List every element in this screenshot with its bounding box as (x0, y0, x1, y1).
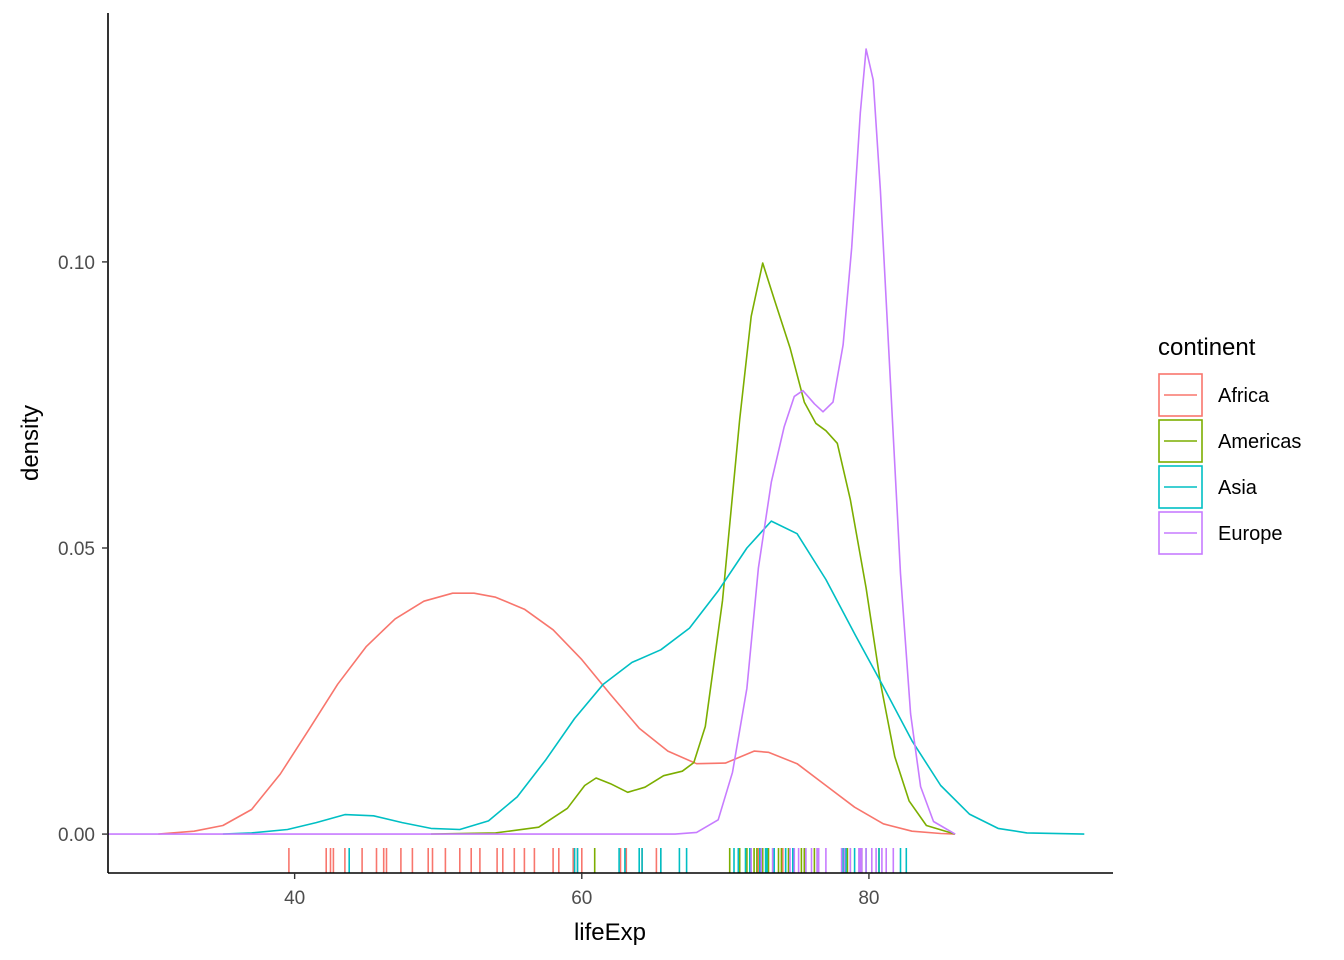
x-axis-title: lifeExp (574, 919, 646, 946)
y-axis-title: density (17, 405, 44, 481)
legend-item-americas: Americas (1158, 419, 1301, 463)
density-line-europe (108, 48, 956, 835)
x-axis-ticks: 40 60 80 (284, 873, 879, 909)
x-tick-label: 80 (858, 888, 879, 909)
legend-item-asia: Asia (1158, 465, 1258, 509)
legend-item-europe: Europe (1158, 511, 1283, 555)
rug-americas (593, 848, 880, 873)
legend-label-europe: Europe (1218, 523, 1283, 545)
legend-label-africa: Africa (1218, 385, 1270, 407)
legend-label-asia: Asia (1218, 477, 1258, 499)
legend: continent Africa Americas Asia Europe (1158, 334, 1301, 555)
legend-label-americas: Americas (1218, 431, 1301, 453)
x-tick-label: 60 (571, 888, 592, 909)
x-tick-label: 40 (284, 888, 305, 909)
y-axis-ticks: 0.00 0.05 0.10 (58, 253, 108, 846)
y-tick-label: 0.10 (58, 253, 95, 274)
y-tick-label: 0.05 (58, 539, 95, 560)
plot-area (108, 48, 1085, 873)
y-tick-label: 0.00 (58, 825, 95, 846)
density-line-africa (158, 592, 956, 835)
rug-europe (750, 848, 895, 873)
rug-africa (288, 848, 819, 873)
legend-item-africa: Africa (1158, 373, 1270, 417)
legend-title: continent (1158, 334, 1256, 361)
density-line-asia (222, 520, 1085, 835)
density-line-americas (430, 262, 956, 835)
